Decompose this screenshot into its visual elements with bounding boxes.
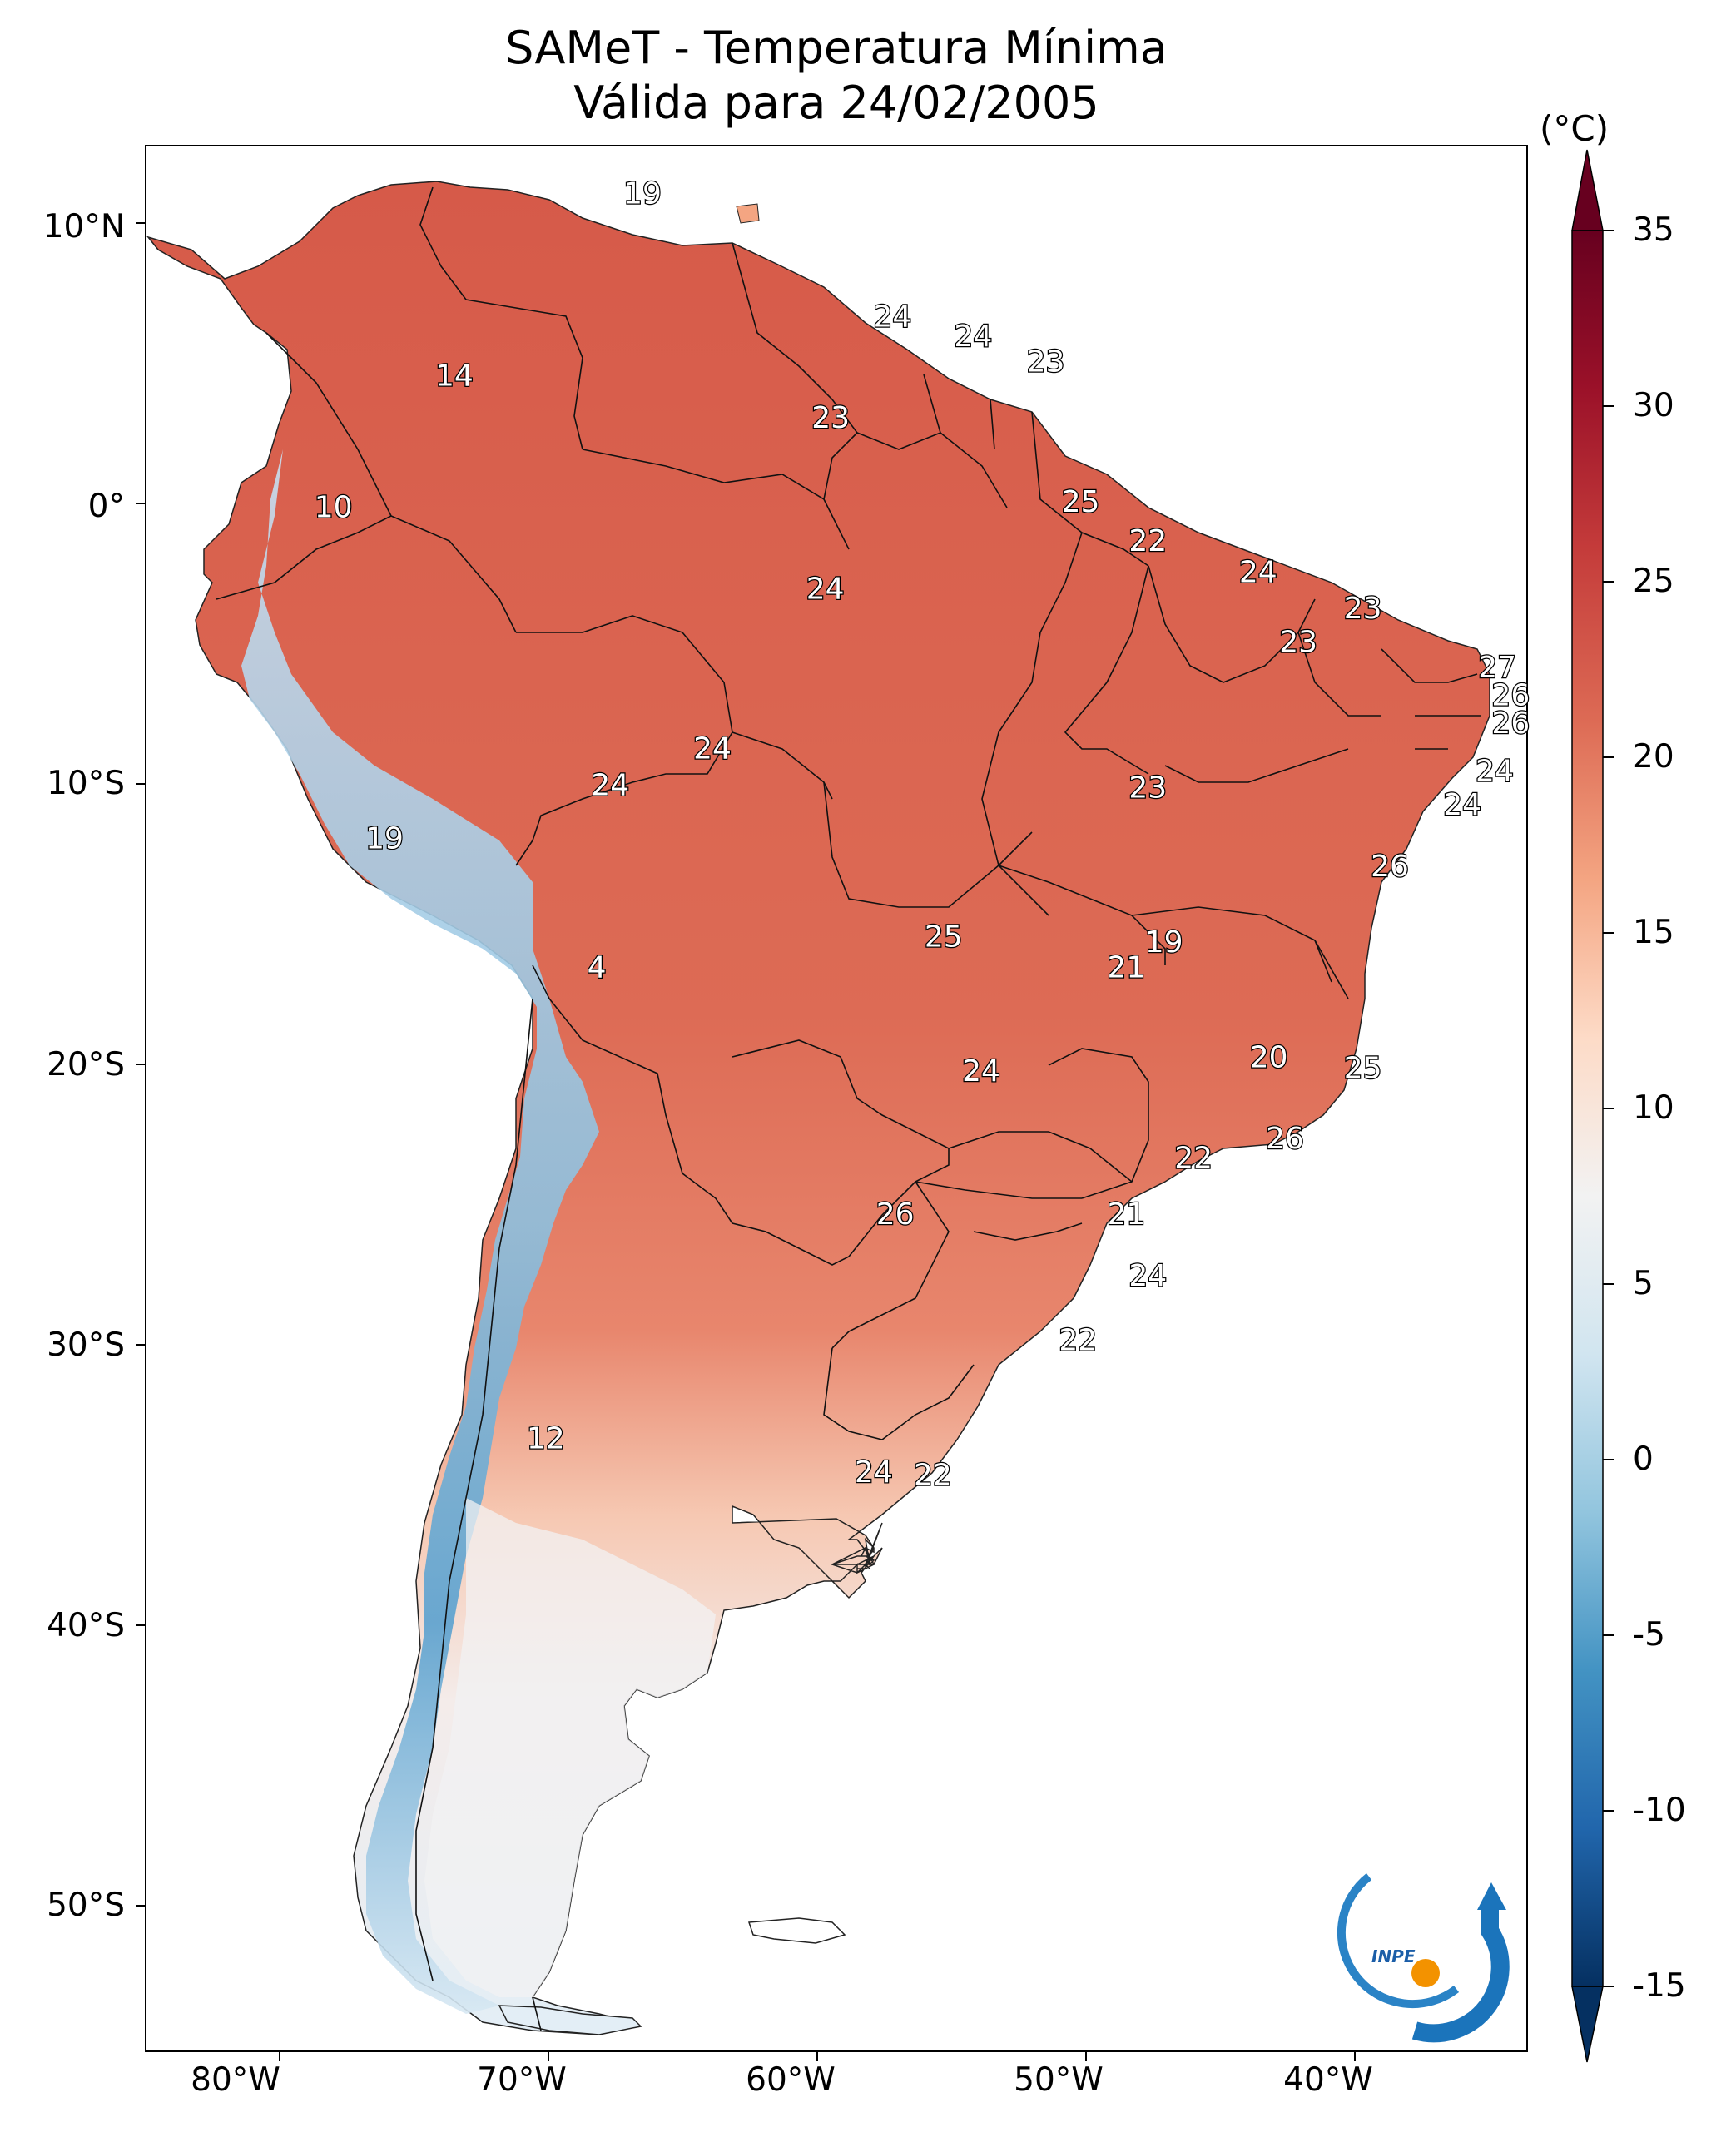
temperature-label: 12: [527, 1422, 565, 1456]
temperature-label: 23: [1128, 771, 1167, 806]
temperature-label: 25: [1344, 1052, 1382, 1086]
temperature-label: 14: [435, 359, 474, 393]
temperature-label: 22: [914, 1458, 952, 1492]
temperature-label: 26: [1266, 1122, 1304, 1156]
temperature-label: 21: [1108, 950, 1146, 984]
lat-label-30s: 30°S: [47, 1326, 125, 1364]
falkland-islands: [747, 1917, 846, 1944]
temperature-label: 24: [1443, 788, 1481, 822]
colorbar-tick-label: 35: [1633, 211, 1674, 249]
temperature-label: 26: [1491, 707, 1530, 741]
lon-label-80w: 80°W: [191, 2061, 280, 2099]
lat-label-10n: 10°N: [42, 208, 125, 245]
temperature-label: 24: [954, 320, 992, 354]
tierra-del-fuego: [498, 2005, 642, 2035]
lon-label-70w: 70°W: [477, 2061, 567, 2099]
lat-label-10s: 10°S: [47, 765, 125, 802]
temperature-label: 23: [1279, 626, 1317, 660]
temperature-label: 19: [365, 821, 404, 855]
temperature-label: 21: [1108, 1197, 1146, 1232]
colorbar-tick-label: 30: [1633, 387, 1674, 424]
temperature-label: 4: [588, 950, 607, 984]
lon-label-40w: 40°W: [1283, 2061, 1373, 2099]
temperature-label: 26: [876, 1197, 915, 1232]
temperature-label: 24: [693, 732, 732, 766]
caribbean-islands: [736, 203, 760, 224]
logo-text: INPE: [1371, 1946, 1416, 1966]
temperature-label: 20: [1250, 1040, 1288, 1074]
map-title: SAMeT - Temperatura Mínima: [505, 22, 1168, 74]
patagonia-pale-region: [424, 1498, 716, 1997]
temperature-label: 22: [1128, 524, 1167, 558]
lat-label-20s: 20°S: [47, 1046, 125, 1083]
lat-label-0: 0°: [87, 488, 125, 525]
colorbar-tick-label: -15: [1633, 1967, 1686, 2005]
temperature-label: 24: [1239, 555, 1277, 589]
map-subtitle: Válida para 24/02/2005: [573, 77, 1099, 129]
temperature-label: 23: [1344, 592, 1382, 626]
temperature-label: 22: [1174, 1142, 1213, 1176]
temperature-label: 24: [806, 572, 845, 606]
colorbar-tick-label: 10: [1633, 1089, 1674, 1127]
temperature-label: 26: [1371, 850, 1409, 884]
colorbar-tick-label: 25: [1633, 563, 1674, 600]
temperature-label: 27: [1478, 651, 1516, 685]
lon-label-60w: 60°W: [746, 2061, 836, 2099]
colorbar-tick-label: 5: [1633, 1265, 1654, 1302]
colorbar: [1571, 149, 1614, 2063]
temperature-label: 24: [1476, 755, 1514, 789]
temperature-label: 10: [315, 491, 353, 525]
lat-label-40s: 40°S: [47, 1607, 125, 1644]
lat-label-50s: 50°S: [47, 1887, 125, 1924]
temperature-label: 24: [962, 1054, 1000, 1088]
temperature-label: 22: [1059, 1324, 1097, 1358]
colorbar-tick-label: 0: [1633, 1440, 1654, 1478]
colorbar-tick-label: -5: [1633, 1616, 1665, 1654]
temperature-label: 26: [1491, 679, 1530, 713]
colorbar-tick-label: 20: [1633, 738, 1674, 776]
temperature-label: 25: [925, 920, 963, 954]
temperature-label: 19: [623, 176, 662, 211]
temperature-label: 24: [591, 768, 629, 802]
lon-label-50w: 50°W: [1014, 2061, 1104, 2099]
temperature-label: 24: [1128, 1259, 1167, 1293]
country-borders: [216, 186, 1481, 2031]
colorbar-unit: (°C): [1540, 108, 1610, 149]
temperature-label: 24: [855, 1455, 893, 1490]
andes-cold-band: [241, 449, 599, 2014]
temperature-label: 19: [1145, 925, 1183, 959]
colorbar-tick-label: 15: [1633, 914, 1674, 951]
temperature-label: 23: [811, 401, 850, 435]
temperature-label: 23: [1027, 345, 1065, 379]
temperature-label: 25: [1062, 485, 1100, 519]
temperature-label: 24: [874, 300, 912, 335]
inpe-logo: INPE: [1337, 1873, 1510, 2043]
colorbar-tick-label: -10: [1633, 1792, 1686, 1829]
